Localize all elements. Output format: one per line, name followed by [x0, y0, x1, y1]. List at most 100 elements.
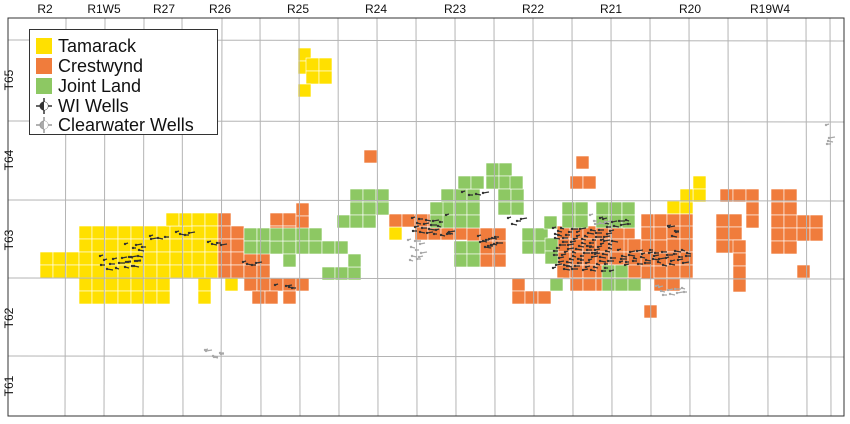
crestwynd-parcel [243, 264, 258, 279]
joint-land-parcel [574, 214, 589, 229]
crestwynd-parcel [295, 277, 310, 292]
tamarack-parcel [197, 277, 212, 292]
crestwynd-parcel [401, 213, 416, 228]
grid-line [610, 17, 613, 417]
tamarack-parcel [143, 290, 158, 305]
grid-line [688, 17, 691, 417]
tamarack-parcel [169, 238, 184, 253]
range-label: R20 [678, 2, 702, 16]
tamarack-parcel [156, 277, 171, 292]
crestwynd-parcel [575, 155, 590, 170]
crestwynd-parcel [783, 214, 798, 229]
township-label: T62 [2, 307, 16, 329]
grid-line [7, 355, 845, 358]
crestwynd-parcel [770, 240, 785, 255]
tamarack-parcel [666, 200, 681, 215]
joint-land-parcel [349, 201, 364, 216]
tamarack-parcel [191, 238, 206, 253]
township-label: T63 [2, 229, 16, 251]
crestwynd-parcel [230, 238, 245, 253]
joint-land-parcel [510, 188, 525, 203]
crestwynd-parcel [511, 277, 526, 292]
tamarack-parcel [297, 83, 312, 98]
crestwynd-parcel [715, 226, 730, 241]
crestwynd-parcel [770, 201, 785, 216]
crestwynd-parcel [569, 277, 584, 292]
clearwater-well-cluster [824, 123, 836, 146]
grid-line [805, 17, 808, 417]
tamarack-parcel [104, 277, 119, 292]
clearwater-well-cluster [406, 238, 428, 262]
grid-line [415, 17, 418, 417]
crestwynd-parcel [809, 214, 824, 229]
joint-land-parcel [470, 175, 485, 190]
tamarack-parcel [143, 277, 158, 292]
tamarack-parcel [204, 238, 219, 253]
crestwynd-parcel [640, 226, 655, 241]
tamarack-parcel [156, 238, 171, 253]
joint-land-parcel [574, 201, 589, 216]
joint-land-parcel [485, 175, 500, 190]
legend-label: Crestwynd [58, 55, 144, 76]
joint-land-parcel [521, 240, 536, 255]
legend-item-clearwater-wells: Clearwater Wells [36, 115, 194, 135]
tamarack-parcel [78, 251, 93, 266]
crestwynd-parcel [230, 251, 245, 266]
crestwynd-parcel [745, 214, 760, 229]
wi-well-cluster [123, 242, 146, 252]
range-label: R1W5 [87, 2, 121, 16]
crestwynd-parcel [715, 239, 730, 254]
crestwynd-parcel [269, 212, 284, 227]
crestwynd-parcel [295, 202, 310, 217]
legend-label: WI Wells [58, 95, 129, 116]
range-label: R19W4 [749, 2, 791, 16]
grid-line [571, 17, 574, 417]
wi-well-cluster [476, 234, 503, 249]
grid-line [259, 17, 262, 417]
crestwynd-parcel [653, 226, 668, 241]
wi-well-cluster [666, 224, 679, 238]
grid-line [220, 17, 223, 417]
crestwynd-parcel [796, 264, 811, 279]
tamarack-parcel [204, 212, 219, 227]
crestwynd-parcel [264, 290, 279, 305]
crestwynd-parcel [732, 252, 747, 267]
crestwynd-parcel [783, 188, 798, 203]
township-label: T64 [2, 149, 16, 171]
crestwynd-parcel [524, 290, 539, 305]
crestwynd-parcel [719, 188, 734, 203]
range-label: R2 [37, 2, 53, 16]
tamarack-parcel [692, 175, 707, 190]
tamarack-parcel [178, 212, 193, 227]
crestwynd-parcel [217, 212, 232, 227]
tamarack-parcel [117, 238, 132, 253]
tamarack-parcel [104, 238, 119, 253]
joint-land-parcel [362, 214, 377, 229]
joint-land-parcel [269, 240, 284, 255]
tamarack-parcel [39, 251, 54, 266]
joint-land-parcel [510, 201, 525, 216]
joint-land-parcel [295, 227, 310, 242]
crestwynd-parcel [796, 214, 811, 229]
joint-land-parcel [608, 201, 623, 216]
crestwynd-parcel [256, 277, 271, 292]
crestwynd-parcel [627, 264, 642, 279]
crestwynd-parcel [770, 227, 785, 242]
grid-line [727, 17, 730, 417]
legend-item-joint-land: Joint Land [36, 76, 141, 96]
joint-land-parcel [269, 227, 284, 242]
joint-land-swatch [36, 78, 52, 94]
tamarack-parcel [65, 264, 80, 279]
tamarack-parcel [78, 264, 93, 279]
grid-line [454, 17, 457, 417]
tamarack-parcel [117, 277, 132, 292]
crestwynd-parcel [511, 290, 526, 305]
tamarack-parcel [224, 277, 239, 292]
tamarack-parcel [91, 277, 106, 292]
joint-land-parcel [485, 162, 500, 177]
tamarack-parcel [156, 251, 171, 266]
tamarack-parcel [204, 225, 219, 240]
joint-land-parcel [466, 201, 481, 216]
crestwynd-parcel [230, 264, 245, 279]
